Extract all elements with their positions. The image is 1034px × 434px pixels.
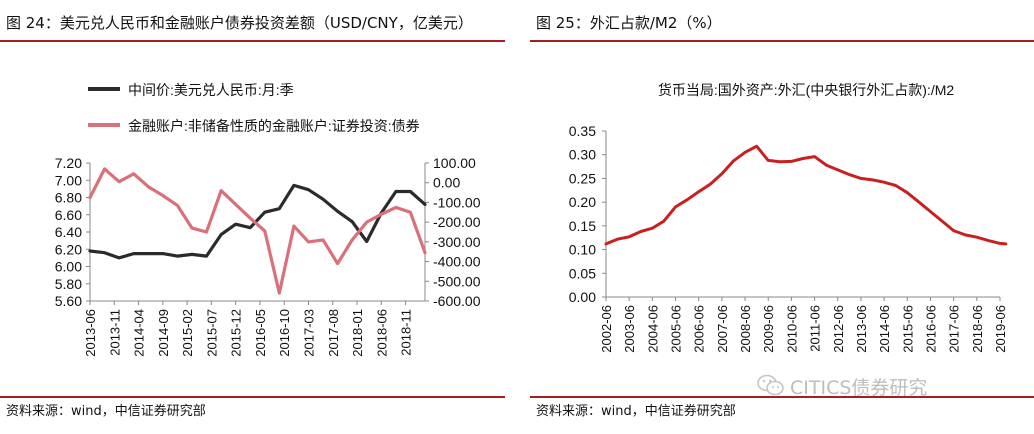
x-tick-label: 2011-06 — [808, 305, 823, 352]
fx-reserve-m2-chart: 货币当局:国外资产:外汇(中央银行外汇占款):/M2 0.35 0.30 0.25 0.… — [569, 82, 1008, 353]
y-right-tick-label: -300.00 — [433, 234, 481, 250]
x-tick-label: 2015-02 — [180, 309, 195, 357]
x-tick-label: 2008-06 — [738, 305, 753, 353]
y-tick-label: 0.00 — [569, 289, 596, 305]
x-tick-label: 2016-06 — [923, 305, 938, 353]
x-tick-label: 2018-11 — [399, 309, 414, 356]
legend-label: 金融账户:非储备性质的金融账户:证券投资:债券 — [128, 118, 420, 134]
y-left-tick-label: 5.80 — [55, 276, 82, 292]
x-tick-label: 2006-06 — [692, 305, 707, 353]
x-tick-label: 2016-10 — [277, 309, 292, 357]
y-right-tick-label: -400.00 — [433, 254, 481, 270]
x-tick-label: 2012-06 — [831, 305, 846, 353]
x-tick-label: 2005-06 — [669, 305, 684, 353]
y-left-tick-label: 6.20 — [55, 241, 82, 257]
series-line — [88, 167, 427, 295]
y-tick-label: 0.30 — [569, 147, 596, 163]
y-left-tick-label: 7.00 — [55, 172, 82, 188]
watermark-text: CITICS债券研究 — [790, 377, 928, 399]
y-tick-label: 0.25 — [569, 170, 596, 186]
y-left-tick-label: 6.40 — [55, 224, 82, 240]
x-tick-label: 2014-09 — [156, 309, 171, 357]
x-tick-label: 2004-06 — [645, 305, 660, 353]
x-tick-label: 2018-06 — [374, 309, 389, 357]
wechat-icon — [757, 374, 784, 396]
source-divider — [0, 396, 505, 398]
y-tick-label: 0.20 — [569, 194, 596, 210]
chart-subtitle: 货币当局:国外资产:外汇(中央银行外汇占款):/M2 — [658, 82, 955, 98]
x-tick-label: 2014-04 — [132, 309, 147, 357]
x-tick-label: 2013-06 — [854, 305, 869, 353]
y-left-tick-label: 6.60 — [55, 207, 82, 223]
x-tick-label: 2018-01 — [350, 309, 365, 357]
y-right-tick-label: -500.00 — [433, 273, 481, 289]
y-right-tick-label: 0.00 — [433, 175, 460, 191]
x-tick-label: 2016-05 — [253, 309, 268, 357]
y-tick-label: 0.10 — [569, 242, 596, 258]
x-tick-label: 2013-06 — [83, 309, 98, 357]
y-left-tick-label: 6.80 — [55, 190, 82, 206]
y-right-tick-label: -600.00 — [433, 293, 481, 309]
x-tick-label: 2017-08 — [326, 309, 341, 357]
series-line — [88, 183, 427, 260]
y-tick-label: 0.15 — [569, 218, 596, 234]
y-right-tick-label: -100.00 — [433, 194, 481, 210]
x-tick-label: 2015-12 — [229, 309, 244, 357]
x-tick-label: 2003-06 — [622, 305, 637, 353]
x-tick-label: 2010-06 — [784, 305, 799, 353]
y-tick-label: 0.35 — [569, 123, 596, 139]
series-line — [604, 144, 1008, 246]
title-divider — [0, 40, 505, 42]
x-tick-label: 2019-06 — [993, 305, 1008, 353]
x-tick-label: 2017-03 — [301, 309, 316, 357]
source-note: 资料来源：wind，中信证券研究部 — [536, 404, 736, 419]
source-note: 资料来源：wind，中信证券研究部 — [6, 404, 206, 419]
left-figure-panel: 图 24：美元兑人民币和金融账户债券投资差额（USD/CNY，亿美元） 中间价:… — [0, 0, 505, 434]
y-left-tick-label: 6.00 — [55, 259, 82, 275]
legend-label: 中间价:美元兑人民币:月:季 — [128, 82, 294, 98]
x-tick-label: 2015-06 — [900, 305, 915, 353]
y-right-tick-label: 100.00 — [433, 155, 476, 171]
x-tick-label: 2009-06 — [761, 305, 776, 353]
figure-25-title: 图 25：外汇占款/M2（%） — [536, 14, 722, 32]
x-tick-label: 2007-06 — [715, 305, 730, 353]
x-tick-label: 2002-06 — [599, 305, 614, 353]
source-divider — [530, 396, 1034, 398]
y-right-tick-label: -200.00 — [433, 214, 481, 230]
title-divider — [530, 40, 1034, 42]
y-tick-label: 0.05 — [569, 265, 596, 281]
x-tick-label: 2018-06 — [970, 305, 985, 353]
x-tick-label: 2015-07 — [204, 309, 219, 357]
y-left-tick-label: 5.60 — [55, 293, 82, 309]
x-tick-label: 2017-06 — [947, 305, 962, 353]
right-figure-panel: 图 25：外汇占款/M2（%） 货币当局:国外资产:外汇(中央银行外汇占款):/… — [530, 0, 1034, 434]
figure-24-title: 图 24：美元兑人民币和金融账户债券投资差额（USD/CNY，亿美元） — [6, 14, 473, 32]
x-tick-label: 2013-11 — [107, 309, 122, 356]
y-left-tick-label: 7.20 — [55, 155, 82, 171]
x-tick-label: 2014-06 — [877, 305, 892, 353]
